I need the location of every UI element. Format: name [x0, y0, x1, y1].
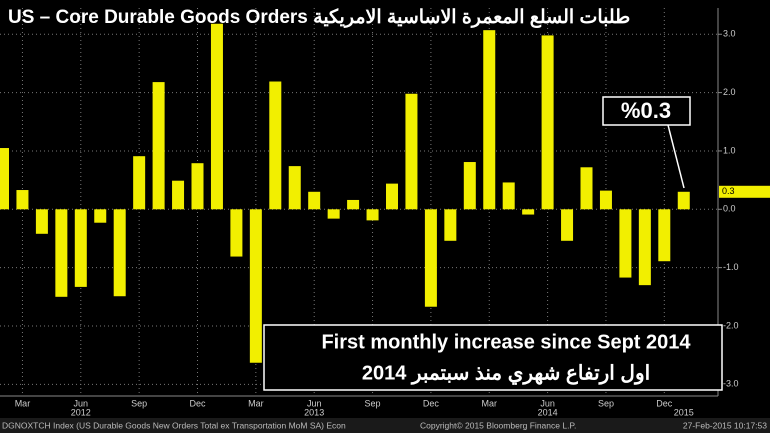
bar [210, 23, 223, 210]
x-tick-label: Jun [540, 398, 555, 408]
bar [386, 183, 398, 210]
x-tick-label: Mar [248, 398, 264, 408]
bar [249, 209, 262, 363]
x-year-label: 2014 [538, 407, 558, 417]
x-year-label: 2013 [304, 407, 324, 417]
callout-box [602, 96, 691, 126]
x-tick-label: Dec [423, 398, 440, 408]
bar [405, 93, 418, 210]
x-tick-label: Sep [131, 398, 147, 408]
x-tick-label: Jun [74, 398, 89, 408]
y-tick-label: 3.0 [723, 29, 736, 39]
bar [619, 209, 632, 278]
footer-date: 27-Feb-2015 10:17:53 [683, 420, 767, 430]
bar [366, 209, 379, 221]
chart-title: US – Core Durable Goods Orders طلبات الس… [8, 7, 630, 28]
annotation-box [263, 324, 723, 391]
footer-source: DGNOXTCH Index (US Durable Goods New Ord… [2, 420, 346, 430]
bar [561, 209, 574, 241]
bar [74, 209, 87, 287]
bar [522, 209, 535, 215]
last-value-label: 0.3 [722, 186, 735, 196]
bar [308, 191, 321, 210]
callout-pointer [667, 124, 685, 189]
bar [191, 163, 204, 210]
bar [347, 199, 360, 210]
footer-copyright: Copyright© 2015 Bloomberg Finance L.P. [420, 420, 576, 430]
x-tick-label: Mar [482, 398, 498, 408]
bar [638, 209, 651, 286]
bar [172, 180, 185, 210]
bar [152, 82, 165, 210]
x-tick-label: Jun [307, 398, 322, 408]
bar [230, 209, 243, 257]
bar [35, 209, 48, 234]
y-tick-label: -2.0 [723, 320, 739, 330]
bar [444, 209, 457, 241]
bar [483, 30, 496, 210]
bar [133, 156, 146, 210]
bar [658, 209, 671, 262]
bar [269, 81, 282, 210]
y-tick-label: -1.0 [723, 262, 739, 272]
bar [502, 182, 515, 210]
y-tick-label: 1.0 [723, 145, 736, 155]
x-tick-label: Dec [656, 398, 673, 408]
x-tick-label: Sep [365, 398, 381, 408]
y-tick-label: 2.0 [723, 87, 736, 97]
bar [677, 191, 690, 210]
callout-text: %0.3 [621, 98, 671, 123]
bar [541, 35, 554, 210]
bar [55, 209, 68, 297]
bar [599, 190, 612, 210]
annotation-text: First monthly increase since Sept 2014 [321, 331, 691, 353]
x-year-label: 2015 [674, 407, 694, 417]
bar [288, 166, 301, 210]
x-year-label: 2012 [71, 407, 91, 417]
x-tick-label: Mar [15, 398, 31, 408]
footer-band [0, 418, 770, 433]
bar [0, 148, 9, 210]
last-value-marker [719, 185, 770, 198]
bar [327, 209, 340, 219]
x-tick-label: Sep [598, 398, 614, 408]
bar [16, 190, 29, 210]
bar [113, 209, 126, 297]
annotation-text: اول ارتفاع شهري منذ سبتمبر 2014 [362, 362, 650, 385]
bar [94, 209, 107, 223]
bar [424, 209, 437, 307]
y-tick-label: 0.0 [723, 204, 736, 214]
x-tick-label: Dec [189, 398, 206, 408]
bar [580, 167, 593, 210]
bar [463, 162, 476, 210]
y-tick-label: -3.0 [723, 379, 739, 389]
